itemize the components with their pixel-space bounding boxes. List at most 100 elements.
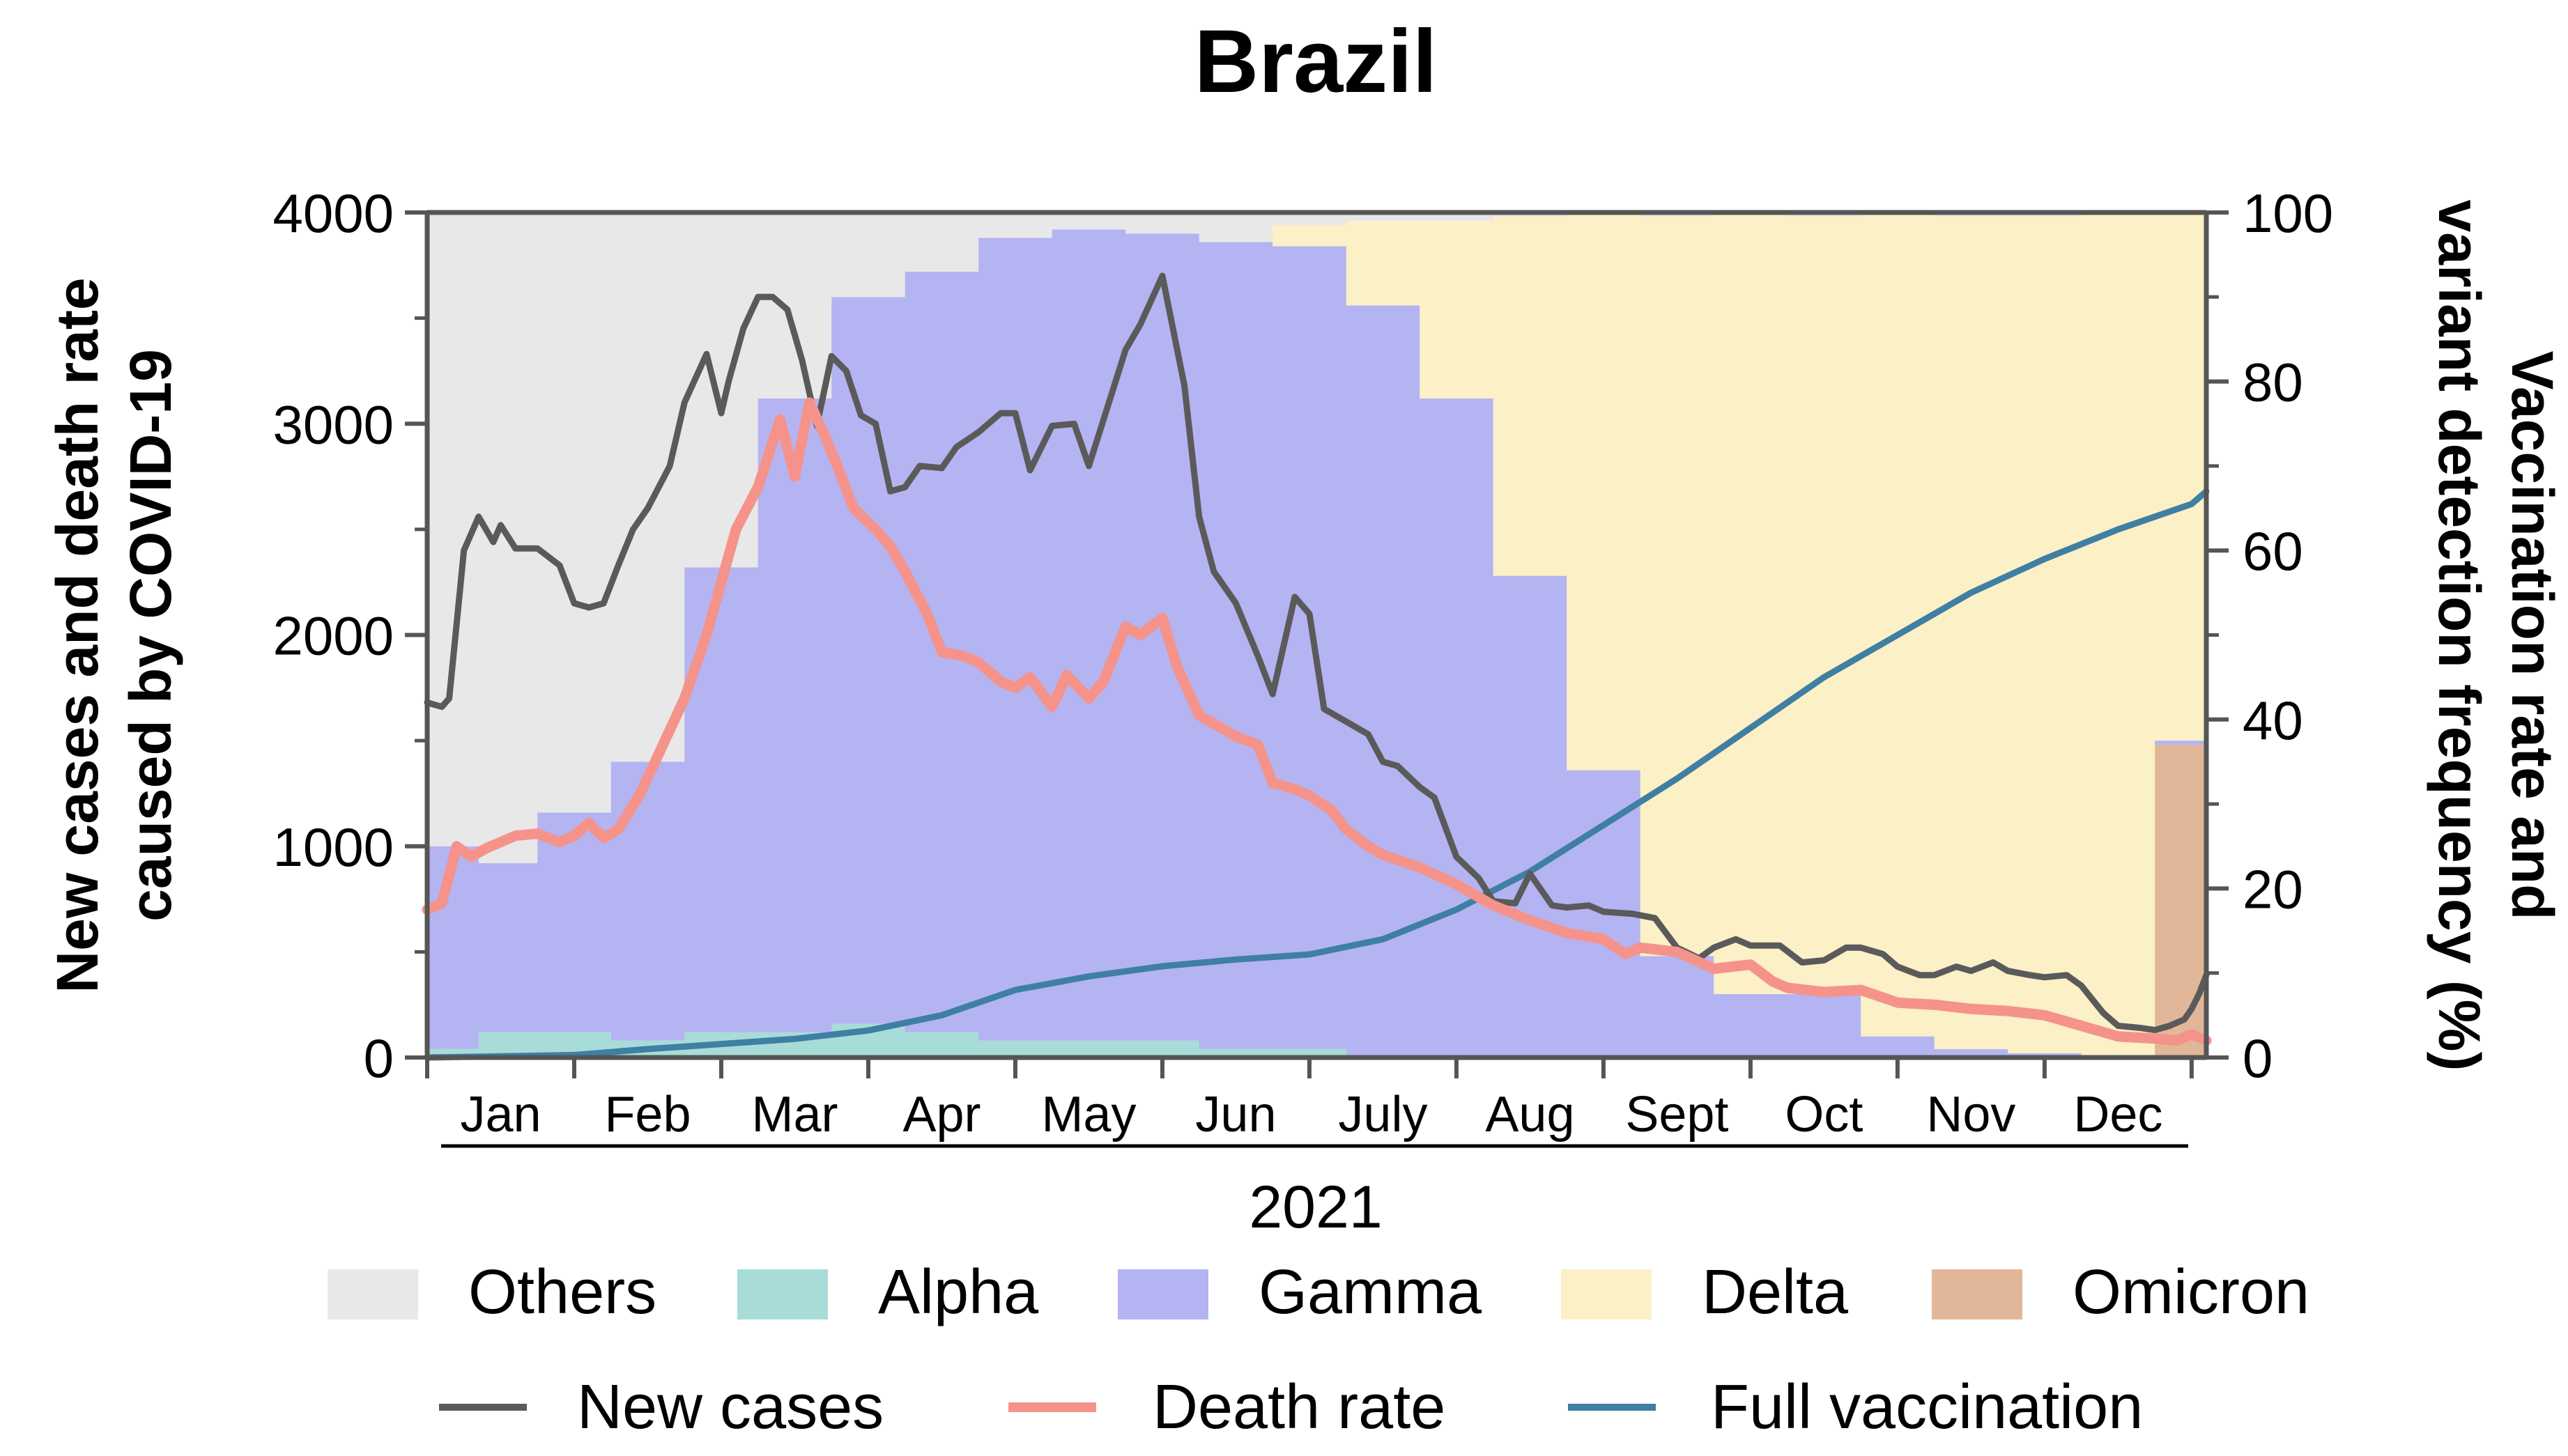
area-gamma-20 [1861, 1036, 1935, 1058]
area-delta-12 [1273, 225, 1347, 247]
series-legend: New cases Death rate Full vaccination [439, 1372, 2143, 1442]
area-gamma-8 [978, 238, 1053, 1041]
left-y-label: New cases and death rate caused by COVID… [45, 277, 183, 993]
area-others-9 [1052, 212, 1126, 230]
left-y-label-line-1: New cases and death rate [45, 277, 110, 993]
month-label-apr: Apr [902, 1087, 981, 1143]
area-delta-16 [1567, 212, 1641, 770]
left-tick-label-3000: 3000 [272, 394, 394, 455]
legend-swatch-delta [1561, 1269, 1652, 1319]
month-label-may: May [1041, 1087, 1136, 1143]
right-tick-label-40: 40 [2243, 690, 2303, 751]
area-alpha-7 [905, 1032, 979, 1058]
month-label-jun: Jun [1195, 1087, 1276, 1143]
area-alpha-10 [1125, 1040, 1200, 1058]
area-gamma-19 [1787, 994, 1861, 1058]
area-gamma-24 [2155, 741, 2207, 745]
legend-label-full-vaccination: Full vaccination [1711, 1372, 2143, 1442]
area-gamma-14 [1420, 398, 1494, 1058]
chart-title: Brazil [1194, 12, 1438, 111]
area-alpha-8 [978, 1040, 1053, 1058]
area-others-6 [831, 212, 906, 297]
legend-swatch-omicron [1932, 1269, 2022, 1319]
legend-label-new-cases: New cases [577, 1372, 884, 1442]
area-others-8 [978, 212, 1053, 238]
x-ticks: Jan Feb Mar Apr May Jun July Aug Sept Oct Nov Dec [425, 1058, 2194, 1143]
line-new-cases [424, 272, 2210, 1034]
month-label-nov: Nov [1926, 1087, 2015, 1143]
legend-swatch-gamma [1118, 1269, 1208, 1319]
month-label-dec: Dec [2073, 1087, 2162, 1143]
area-gamma-9 [1052, 229, 1126, 1041]
right-tick-label-100: 100 [2243, 183, 2333, 244]
area-others-5 [758, 212, 832, 398]
area-delta-24 [2155, 214, 2207, 741]
area-delta-18 [1714, 212, 1788, 995]
area-delta-23 [2081, 212, 2155, 1058]
area-delta-22 [2008, 217, 2082, 1053]
area-others-10 [1125, 212, 1200, 234]
left-y-label-line-2: caused by COVID-19 [118, 349, 183, 922]
left-tick-label-2000: 2000 [272, 605, 394, 667]
area-delta-13 [1346, 221, 1420, 306]
line-death-rate [422, 397, 2212, 1046]
area-gamma-15 [1493, 575, 1567, 1058]
area-delta-14 [1420, 221, 1494, 398]
month-label-sept: Sept [1625, 1087, 1728, 1143]
area-others-7 [905, 212, 979, 272]
area-gamma-17 [1640, 956, 1714, 1058]
left-tick-label-1000: 1000 [272, 816, 394, 878]
right-tick-label-60: 60 [2243, 520, 2303, 582]
area-omicron-24 [2155, 745, 2207, 1058]
left-tick-label-4000: 4000 [272, 183, 394, 244]
area-delta-15 [1493, 217, 1567, 576]
right-y-label: Vaccination rate and variant detection f… [2427, 200, 2565, 1071]
month-label-july: July [1338, 1087, 1427, 1143]
area-gamma-18 [1714, 994, 1788, 1058]
variant-area-layer [427, 212, 2207, 1058]
area-delta-17 [1640, 217, 1714, 957]
left-tick-label-0: 0 [364, 1028, 394, 1089]
right-tick-label-0: 0 [2243, 1028, 2273, 1089]
x-axis-label: 2021 [1249, 1174, 1382, 1241]
legend-swatch-others [328, 1269, 418, 1319]
right-y-ticks: 0 20 40 60 80 100 [2206, 183, 2333, 1089]
area-gamma-11 [1199, 242, 1273, 1049]
legend-label-delta: Delta [1702, 1257, 1849, 1327]
month-label-oct: Oct [1785, 1087, 1863, 1143]
area-others-3 [610, 212, 685, 762]
area-gamma-1 [478, 863, 538, 1032]
legend-swatch-alpha [737, 1269, 828, 1319]
right-y-label-line-1: Vaccination rate and [2500, 351, 2565, 920]
area-gamma-3 [610, 761, 685, 1041]
month-label-feb: Feb [604, 1087, 691, 1143]
area-alpha-9 [1052, 1040, 1126, 1058]
area-gamma-4 [684, 567, 759, 1032]
legend-label-omicron: Omicron [2073, 1257, 2309, 1327]
area-others-2 [537, 212, 612, 813]
legend-label-others: Others [468, 1257, 656, 1327]
area-gamma-2 [537, 812, 612, 1032]
line-full-vaccination [424, 488, 2210, 1061]
area-delta-21 [1934, 217, 2008, 1049]
month-label-aug: Aug [1485, 1087, 1574, 1143]
area-others-11 [1199, 212, 1273, 242]
area-delta-20 [1861, 212, 1935, 1037]
legend-label-death-rate: Death rate [1153, 1372, 1445, 1442]
legend-label-alpha: Alpha [878, 1257, 1039, 1327]
variant-legend: Others Alpha Gamma Delta Omicron [328, 1257, 2309, 1327]
month-label-jan: Jan [460, 1087, 541, 1143]
right-tick-label-80: 80 [2243, 352, 2303, 413]
area-delta-19 [1787, 217, 1861, 995]
month-label-mar: Mar [751, 1087, 838, 1143]
legend-label-gamma: Gamma [1259, 1257, 1482, 1327]
right-tick-label-20: 20 [2243, 858, 2303, 920]
area-gamma-6 [831, 297, 906, 1024]
series-line-layer [422, 272, 2212, 1061]
area-others-12 [1273, 212, 1347, 226]
left-y-ticks: 0 1000 2000 3000 4000 [272, 183, 427, 1089]
area-gamma-5 [758, 398, 832, 1032]
right-y-label-line-2: variant detection frequency (%) [2427, 200, 2492, 1071]
